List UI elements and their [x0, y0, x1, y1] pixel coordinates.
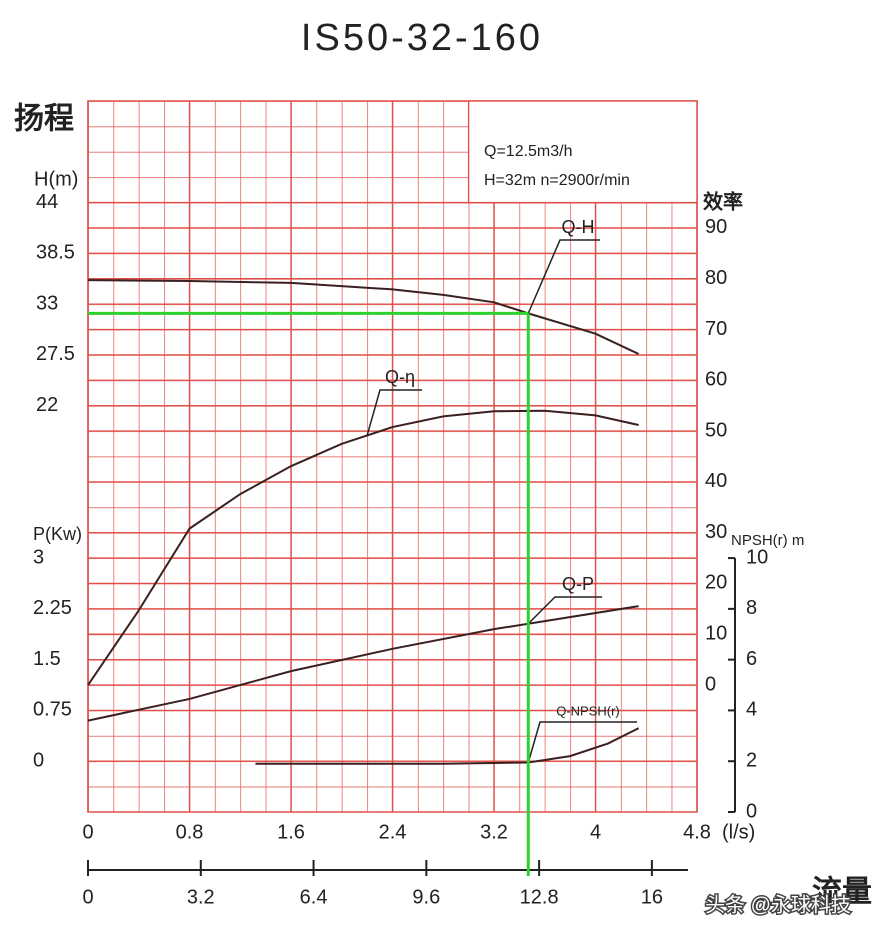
y2-tick-label: 40 [705, 470, 727, 492]
y4-tick-label: 0 [746, 800, 757, 822]
x2-tick-label: 3.2 [187, 886, 215, 908]
x2-tick-label: 0 [82, 886, 93, 908]
x-tick-label: 4 [590, 821, 601, 843]
leader-line [527, 239, 600, 314]
y2-tick-label: 0 [705, 673, 716, 695]
y2-tick-label: 50 [705, 419, 727, 441]
y3-axis-label: P(Kw) [33, 524, 82, 544]
x-axis-label: (l/s) [722, 821, 755, 843]
x-tick-label: 4.8 [683, 821, 711, 843]
curve-label: Q-P [562, 574, 594, 594]
y4-tick-label: 2 [746, 749, 757, 771]
y4-tick-label: 4 [746, 699, 757, 721]
y2-tick-label: 30 [705, 521, 727, 543]
y2-tick-label: 20 [705, 572, 727, 594]
x-tick-label: 1.6 [277, 821, 305, 843]
x2-axis-title: 流量 [812, 875, 872, 910]
x2-tick-label: 16 [641, 886, 663, 908]
info-text: Q=12.5m3/h [484, 143, 573, 160]
y2-tick-label: 90 [705, 216, 727, 238]
y2-tick-label: 80 [705, 267, 727, 289]
x-tick-label: 0.8 [176, 821, 204, 843]
y3-tick-label: 2.25 [33, 597, 72, 619]
chart-title: IS50-32-160 [301, 17, 543, 59]
y-tick-label: 44 [36, 191, 58, 213]
y4-tick-label: 6 [746, 648, 757, 670]
y3-tick-label: 1.5 [33, 648, 61, 670]
y2-tick-label: 10 [705, 623, 727, 645]
leader-line [527, 721, 637, 763]
y2-axis-label: 效率 [703, 190, 743, 214]
curve-label: Q-η [385, 367, 415, 387]
y4-tick-label: 10 [746, 546, 768, 568]
curve [87, 279, 640, 355]
y-tick-label: 27.5 [36, 343, 75, 365]
grid [87, 100, 698, 813]
curve-label: Q-H [562, 217, 595, 237]
y4-tick-label: 8 [746, 597, 757, 619]
x-tick-label: 3.2 [480, 821, 508, 843]
watermark: 头条 @永球科技 [705, 893, 851, 916]
curve-label: Q-NPSH(r) [556, 703, 620, 718]
y2-tick-label: 60 [705, 369, 727, 391]
leader-line [366, 389, 422, 436]
x-tick-label: 0 [82, 821, 93, 843]
x2-tick-label: 12.8 [520, 886, 559, 908]
info-text: H=32m n=2900r/min [484, 172, 630, 189]
x2-tick-label: 6.4 [300, 886, 328, 908]
info-box [467, 100, 698, 204]
x2-tick-label: 9.6 [412, 886, 440, 908]
leader-line [527, 596, 602, 625]
y-tick-label: 33 [36, 292, 58, 314]
y3-tick-label: 0 [33, 749, 44, 771]
y2-tick-label: 70 [705, 318, 727, 340]
y-axis-label: H(m) [34, 168, 78, 190]
y3-tick-label: 0.75 [33, 699, 72, 721]
curve [87, 409, 639, 686]
y-tick-label: 22 [36, 394, 58, 416]
y3-tick-label: 3 [33, 546, 44, 568]
x-tick-label: 2.4 [379, 821, 407, 843]
y-axis-title: 扬程 [14, 102, 74, 137]
y-tick-label: 38.5 [36, 242, 75, 264]
y4-axis-label: NPSH(r) m [731, 532, 804, 549]
